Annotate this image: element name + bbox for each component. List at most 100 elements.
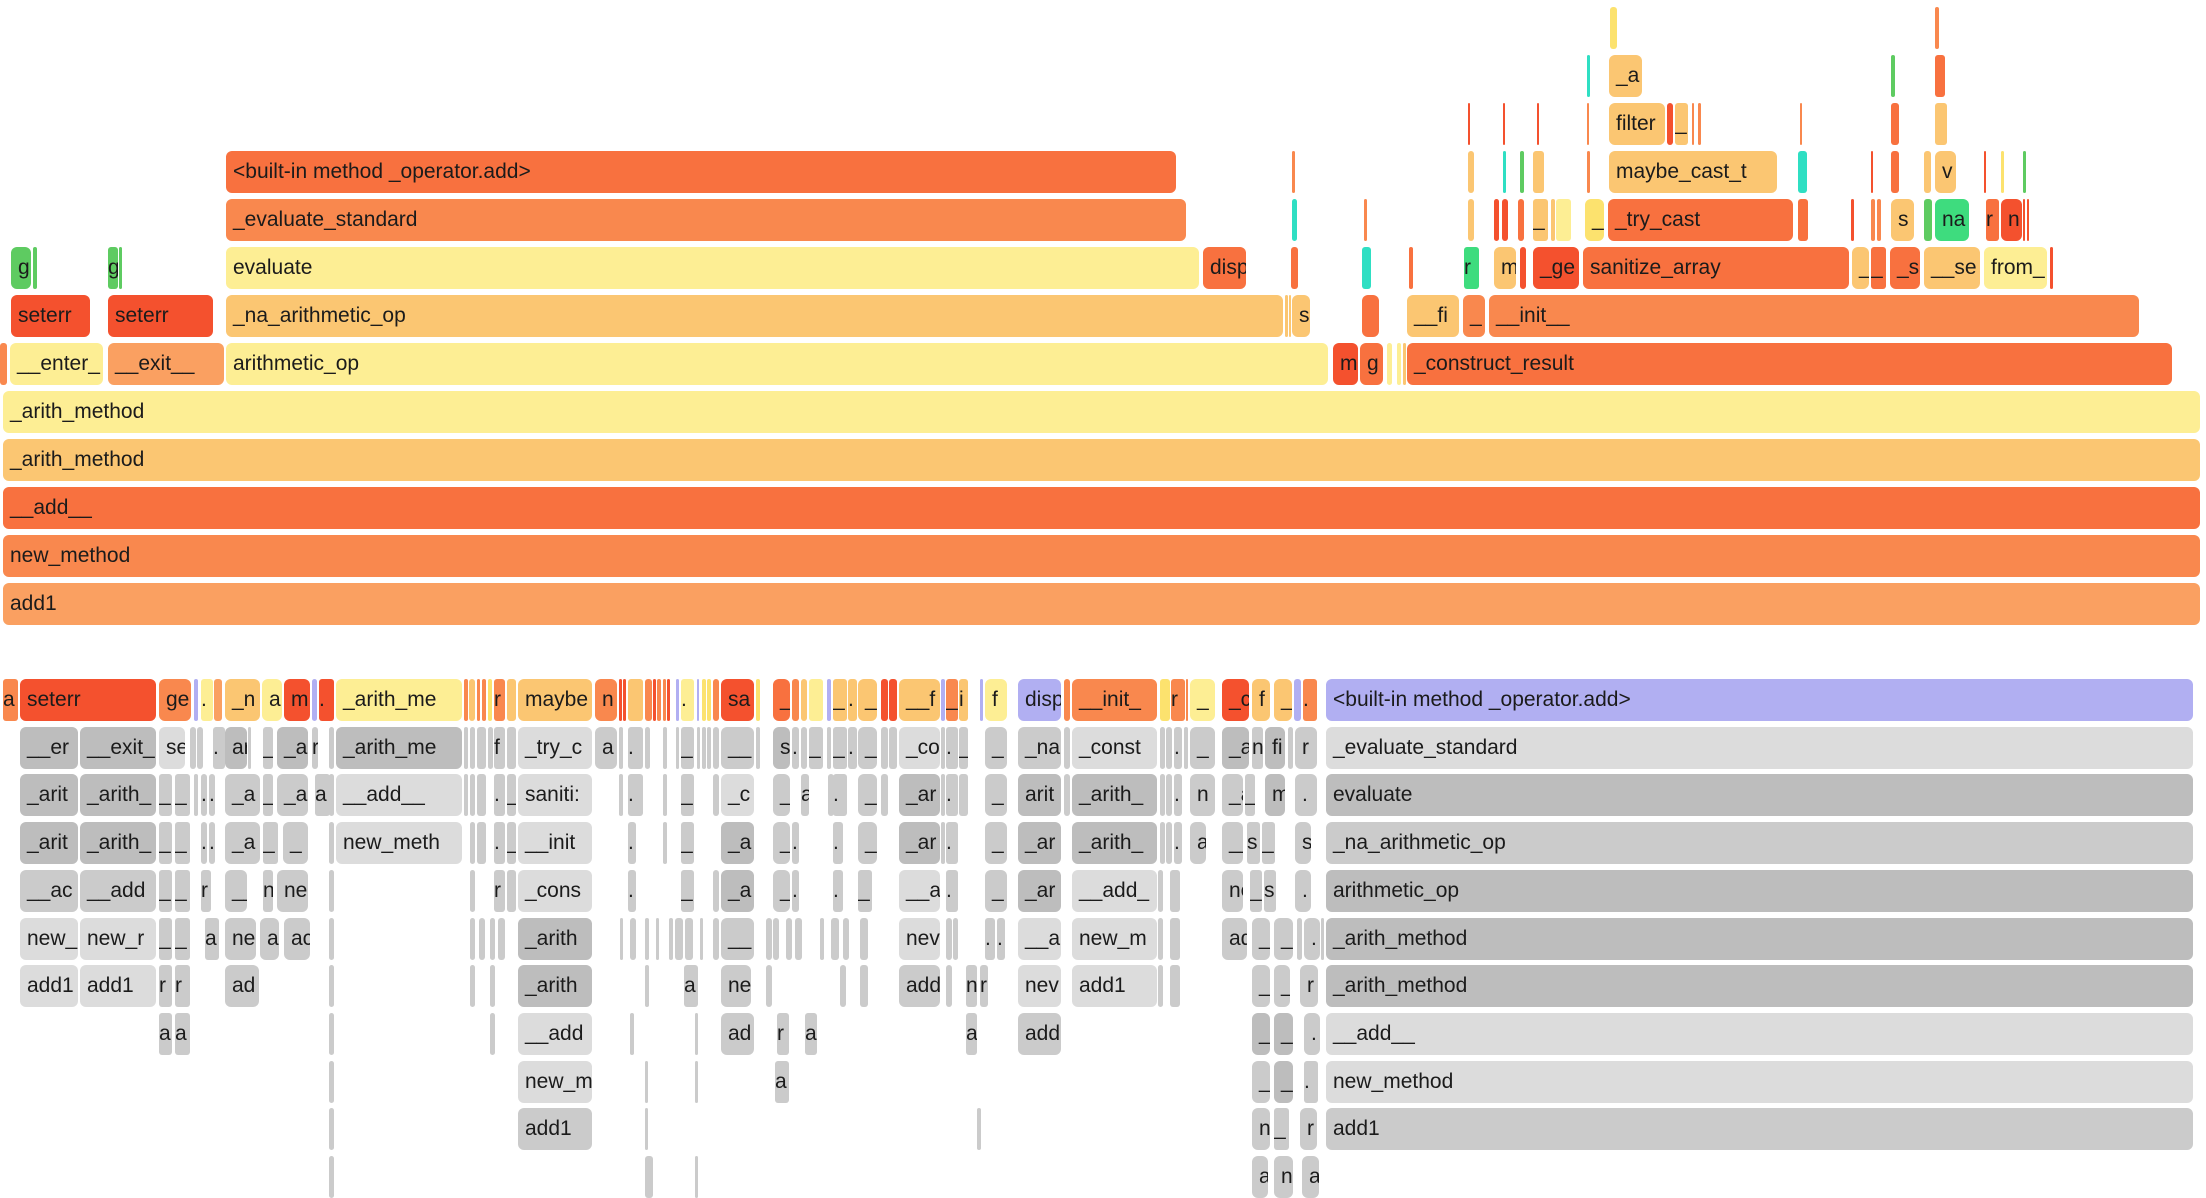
- frame-bar[interactable]: [676, 679, 679, 721]
- frame-bar[interactable]: [766, 965, 772, 1007]
- frame-bar[interactable]: __: [721, 918, 754, 960]
- frame-bar[interactable]: _: [1274, 1108, 1289, 1150]
- frame-bar[interactable]: _: [1675, 103, 1688, 145]
- frame-bar[interactable]: _: [263, 822, 278, 864]
- frame-bar[interactable]: _: [1585, 199, 1604, 241]
- frame-bar[interactable]: [1166, 727, 1172, 769]
- frame-bar[interactable]: .: [1174, 727, 1182, 769]
- frame-bar[interactable]: disp: [1018, 679, 1061, 721]
- frame-bar[interactable]: _a: [721, 822, 754, 864]
- frame-bar[interactable]: [695, 1156, 698, 1198]
- frame-bar[interactable]: [820, 918, 824, 960]
- frame-bar[interactable]: f: [494, 727, 505, 769]
- frame-bar[interactable]: _c: [1222, 679, 1249, 721]
- frame-bar[interactable]: [312, 679, 317, 721]
- frame-bar[interactable]: [498, 918, 505, 960]
- frame-bar[interactable]: new_r: [80, 918, 156, 960]
- frame-bar[interactable]: _: [773, 679, 790, 721]
- frame-bar[interactable]: a: [159, 1013, 172, 1055]
- frame-bar[interactable]: ad: [225, 965, 259, 1007]
- frame-bar[interactable]: [685, 918, 693, 960]
- frame-bar[interactable]: _ar: [899, 774, 940, 816]
- frame-bar[interactable]: _const: [1072, 727, 1157, 769]
- frame-bar[interactable]: _: [1252, 1013, 1270, 1055]
- frame-bar[interactable]: _ar: [1018, 822, 1061, 864]
- frame-bar[interactable]: [1877, 199, 1881, 241]
- frame-bar[interactable]: [702, 727, 706, 769]
- frame-bar[interactable]: n: [1190, 774, 1215, 816]
- frame-bar[interactable]: r: [201, 870, 211, 912]
- frame-bar[interactable]: a: [595, 727, 617, 769]
- frame-bar[interactable]: _: [1871, 247, 1886, 289]
- frame-bar[interactable]: [663, 774, 667, 816]
- frame-bar[interactable]: [628, 679, 643, 721]
- frame-bar[interactable]: [1288, 727, 1293, 769]
- frame-bar[interactable]: .: [628, 727, 643, 769]
- frame-bar[interactable]: nev: [1018, 965, 1061, 1007]
- frame-bar[interactable]: [695, 1061, 698, 1103]
- frame-bar[interactable]: [1291, 247, 1298, 289]
- frame-bar[interactable]: __er: [20, 727, 78, 769]
- frame-bar[interactable]: a: [775, 1061, 789, 1103]
- frame-bar[interactable]: [707, 679, 711, 721]
- frame-bar[interactable]: r: [175, 965, 190, 1007]
- frame-bar[interactable]: g: [11, 247, 31, 289]
- frame-bar[interactable]: _: [681, 870, 694, 912]
- frame-bar[interactable]: .: [1304, 1061, 1318, 1103]
- frame-bar[interactable]: [329, 918, 334, 960]
- frame-bar[interactable]: [675, 918, 683, 960]
- frame-bar[interactable]: add1: [3, 583, 2200, 625]
- frame-bar[interactable]: ne: [277, 870, 308, 912]
- frame-bar[interactable]: r: [777, 1013, 789, 1055]
- frame-bar[interactable]: _arit: [20, 774, 78, 816]
- frame-bar[interactable]: __exit_: [80, 727, 156, 769]
- frame-bar[interactable]: s: [1264, 870, 1276, 912]
- frame-bar[interactable]: [2023, 151, 2026, 193]
- frame-bar[interactable]: _s: [1890, 247, 1920, 289]
- frame-bar[interactable]: [1166, 822, 1172, 864]
- frame-bar[interactable]: [1502, 199, 1508, 241]
- frame-bar[interactable]: ari: [225, 727, 247, 769]
- frame-bar[interactable]: _construct_result: [1407, 343, 2172, 385]
- frame-bar[interactable]: [953, 918, 958, 960]
- frame-bar[interactable]: [0, 343, 7, 385]
- frame-bar[interactable]: [507, 870, 516, 912]
- frame-bar[interactable]: [477, 774, 486, 816]
- frame-bar[interactable]: [488, 727, 493, 769]
- frame-bar[interactable]: .: [213, 727, 225, 769]
- frame-bar[interactable]: [795, 918, 802, 960]
- frame-bar[interactable]: [190, 727, 196, 769]
- frame-bar[interactable]: [1184, 727, 1188, 769]
- frame-bar[interactable]: _: [507, 774, 516, 816]
- frame-bar[interactable]: _: [175, 918, 190, 960]
- frame-bar[interactable]: [248, 727, 251, 769]
- frame-bar[interactable]: __f: [899, 679, 940, 721]
- frame-bar[interactable]: [713, 870, 719, 912]
- frame-bar[interactable]: [470, 727, 475, 769]
- frame-bar[interactable]: _: [1252, 918, 1270, 960]
- frame-bar[interactable]: [1158, 918, 1163, 960]
- frame-bar[interactable]: a: [1302, 1156, 1319, 1198]
- frame-bar[interactable]: _co: [899, 727, 940, 769]
- frame-bar[interactable]: [881, 727, 888, 769]
- frame-bar[interactable]: [329, 965, 334, 1007]
- frame-bar[interactable]: [1297, 918, 1302, 960]
- frame-bar[interactable]: _: [175, 774, 190, 816]
- frame-bar[interactable]: [630, 918, 636, 960]
- frame-bar[interactable]: i: [959, 679, 968, 721]
- frame-bar[interactable]: _a: [277, 727, 308, 769]
- frame-bar[interactable]: add1: [80, 965, 156, 1007]
- frame-bar[interactable]: .: [201, 774, 207, 816]
- frame-bar[interactable]: .: [494, 822, 505, 864]
- frame-bar[interactable]: _arith_: [1072, 822, 1157, 864]
- frame-bar[interactable]: [1403, 343, 1406, 385]
- frame-bar[interactable]: _: [1190, 727, 1215, 769]
- frame-bar[interactable]: s: [1891, 199, 1914, 241]
- frame-bar[interactable]: a: [3, 679, 18, 721]
- frame-bar[interactable]: .: [833, 870, 843, 912]
- frame-bar[interactable]: _a: [1222, 727, 1249, 769]
- frame-bar[interactable]: [669, 918, 673, 960]
- frame-bar[interactable]: __init__: [1489, 295, 2139, 337]
- frame-bar[interactable]: _: [1463, 295, 1485, 337]
- frame-bar[interactable]: [479, 918, 485, 960]
